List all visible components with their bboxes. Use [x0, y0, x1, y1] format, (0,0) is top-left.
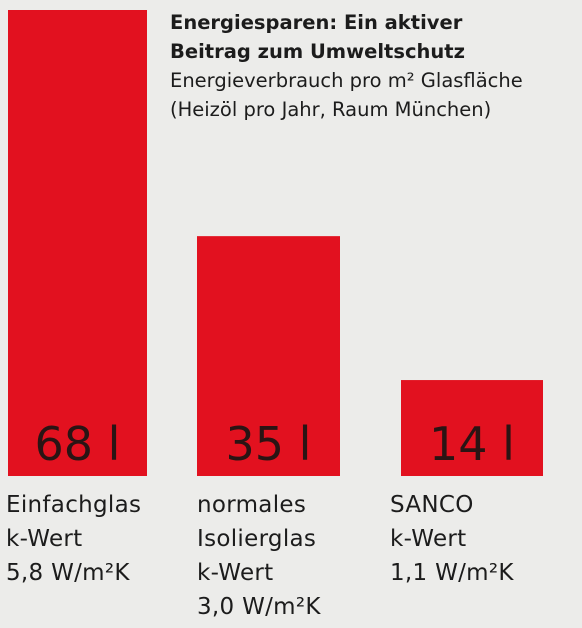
- category-label-line: 3,0 W/m²K: [197, 594, 321, 620]
- bar-sanco: [401, 380, 543, 476]
- chart-title-block: Energiesparen: Ein aktiver Beitrag zum U…: [170, 8, 575, 124]
- category-labels: Einfachglas k-Wert 5,8 W/m²K normales Is…: [0, 488, 582, 628]
- value-label-sanco: 14 l: [429, 417, 515, 471]
- category-label-isolierglas: normales Isolierglas k-Wert 3,0 W/m²K: [197, 488, 321, 624]
- bar-einfachglas: [8, 10, 147, 476]
- chart-title-line-2: Beitrag zum Umweltschutz: [170, 40, 465, 63]
- value-label-einfachglas: 68 l: [35, 417, 121, 471]
- category-label-line: k-Wert: [6, 526, 83, 552]
- category-label-line: normales: [197, 492, 307, 518]
- category-label-sanco: SANCO k-Wert 1,1 W/m²K: [390, 488, 514, 590]
- category-label-line: SANCO: [390, 492, 474, 518]
- chart-subtitle-line-1: Energieverbrauch pro m² Glasfläche: [170, 69, 523, 92]
- bar-isolierglas: [197, 236, 340, 476]
- category-label-line: k-Wert: [197, 560, 274, 586]
- chart-subtitle-line-2: (Heizöl pro Jahr, Raum München): [170, 98, 492, 121]
- category-label-einfachglas: Einfachglas k-Wert 5,8 W/m²K: [6, 488, 141, 590]
- category-label-line: Einfachglas: [6, 492, 142, 518]
- category-label-line: Isolierglas: [197, 526, 317, 552]
- chart-title-line-1: Energiesparen: Ein aktiver: [170, 11, 463, 34]
- category-label-line: k-Wert: [390, 526, 467, 552]
- category-label-line: 1,1 W/m²K: [390, 560, 514, 586]
- value-label-isolierglas: 35 l: [226, 417, 312, 471]
- category-label-line: 5,8 W/m²K: [6, 560, 130, 586]
